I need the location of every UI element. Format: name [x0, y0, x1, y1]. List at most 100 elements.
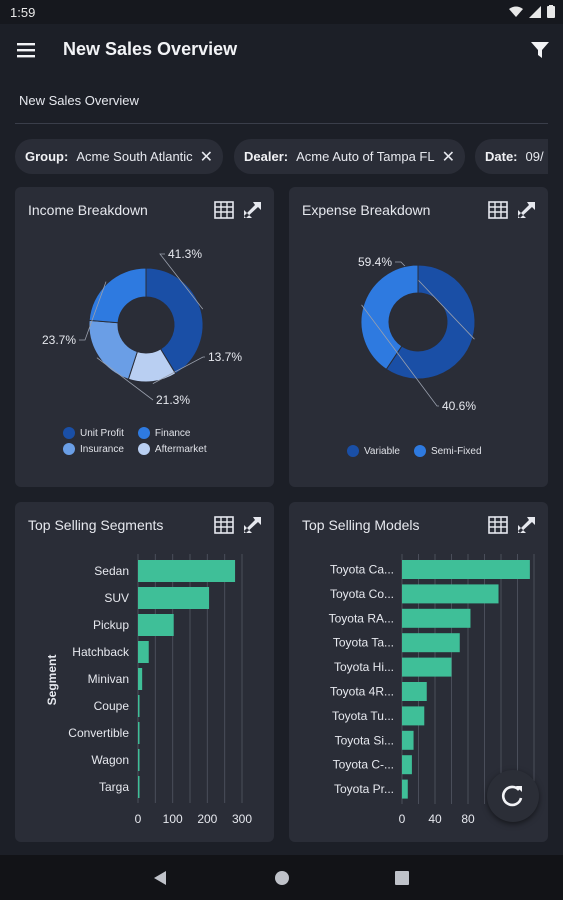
slice-label: 59.4% — [358, 255, 392, 269]
top-selling-segments-card: Top Selling Segments Sedan SUV Pickup Hatch… — [15, 502, 274, 842]
legend-item: Semi-Fixed — [413, 445, 482, 457]
category-label: Toyota Ta... — [333, 636, 394, 650]
chip-value: Acme Auto of Tampa FL — [296, 149, 435, 164]
table-icon[interactable] — [214, 516, 234, 534]
tick-label: 40 — [428, 812, 442, 826]
legend-item: Unit Profit — [63, 427, 124, 439]
leader-line — [79, 281, 107, 341]
expense-legend: Variable Semi-Fixed — [347, 445, 482, 457]
chip-key: Date: — [485, 149, 518, 164]
category-label: SUV — [104, 591, 129, 605]
card-title: Top Selling Models — [302, 517, 420, 533]
models-bar-chart: Toyota Ca... Toyota Co... Toyota RA... Toyo… — [329, 554, 535, 826]
slice-label: 40.6% — [442, 399, 476, 413]
donut-slice — [145, 267, 204, 375]
filter-chip-date[interactable]: Date: 09/ — [475, 139, 548, 174]
income-breakdown-card: Income Breakdown 41.3% 13.7% 21.3% 23.7% Un… — [15, 187, 274, 487]
segments-bar-chart: Sedan SUV Pickup Hatchback Minivan Coupe Conve… — [45, 554, 252, 826]
back-icon[interactable] — [153, 870, 167, 886]
bar — [138, 695, 140, 717]
menu-icon[interactable] — [16, 39, 38, 61]
expand-icon[interactable] — [516, 201, 536, 219]
recents-icon[interactable] — [395, 871, 409, 885]
card-title: Income Breakdown — [28, 202, 148, 218]
category-label: Toyota 4R... — [330, 685, 394, 699]
category-label: Toyota Si... — [335, 733, 394, 747]
refresh-button[interactable] — [487, 770, 539, 822]
bar — [138, 560, 236, 582]
legend-item: Aftermarket — [137, 443, 207, 455]
expand-icon[interactable] — [242, 201, 262, 219]
tick-label: 80 — [461, 812, 475, 826]
leader-line — [159, 253, 204, 310]
tick-label: 0 — [399, 812, 406, 826]
expand-icon[interactable] — [242, 516, 262, 534]
income-donut-chart: 41.3% 13.7% 21.3% 23.7% — [42, 247, 242, 407]
expand-icon[interactable] — [516, 516, 536, 534]
bar — [138, 641, 149, 663]
slice-label: 21.3% — [156, 393, 190, 407]
slice-label: 41.3% — [168, 247, 202, 261]
leader-line — [395, 261, 475, 340]
filter-chip-dealer[interactable]: Dealer: Acme Auto of Tampa FL ✕ — [234, 139, 465, 174]
tick-label: 100 — [163, 812, 183, 826]
table-icon[interactable] — [488, 516, 508, 534]
bar — [402, 657, 452, 677]
filter-icon[interactable] — [530, 40, 550, 60]
bar — [402, 779, 408, 799]
divider — [15, 123, 548, 124]
system-nav-bar — [0, 855, 563, 900]
page-title: New Sales Overview — [63, 39, 238, 59]
bar — [138, 587, 210, 609]
filter-chips: Group: Acme South Atlantic ✕ Dealer: Acm… — [15, 139, 548, 175]
bar — [138, 722, 140, 744]
slice-label: 13.7% — [208, 350, 242, 364]
category-label: Convertible — [68, 726, 129, 740]
chip-key: Dealer: — [244, 149, 289, 164]
bar — [402, 633, 460, 653]
bar — [402, 730, 414, 750]
category-label: Coupe — [94, 699, 130, 713]
category-label: Minivan — [88, 672, 129, 686]
battery-icon — [547, 5, 555, 18]
bar — [138, 668, 143, 690]
wifi-icon — [509, 6, 523, 17]
tick-label: 0 — [135, 812, 142, 826]
table-icon[interactable] — [488, 201, 508, 219]
category-label: Toyota Ca... — [330, 563, 394, 577]
donut-slice — [360, 264, 419, 371]
category-label: Toyota Hi... — [334, 660, 394, 674]
slice-label: 23.7% — [42, 333, 76, 347]
bar — [402, 584, 499, 604]
bar — [138, 749, 140, 771]
bar — [402, 755, 412, 775]
donut-slice — [385, 264, 476, 380]
category-label: Toyota C-... — [333, 758, 394, 772]
expense-breakdown-card: Expense Breakdown 59.4% 40.6% Variable Se… — [289, 187, 548, 487]
home-icon[interactable] — [275, 871, 289, 885]
filter-chip-group[interactable]: Group: Acme South Atlantic ✕ — [15, 139, 224, 174]
leader-line — [361, 304, 439, 407]
bar — [138, 614, 174, 636]
bar — [402, 560, 530, 579]
status-icons — [509, 5, 555, 18]
signal-icon — [529, 5, 541, 18]
category-label: Pickup — [93, 618, 129, 632]
bar — [138, 776, 140, 798]
app-bar: New Sales Overview — [0, 24, 563, 76]
category-label: Wagon — [91, 753, 129, 767]
leader-line — [96, 357, 154, 401]
category-label: Toyota Co... — [330, 587, 394, 601]
tick-label: 200 — [197, 812, 217, 826]
card-title: Expense Breakdown — [302, 202, 431, 218]
bar — [402, 608, 471, 628]
close-icon[interactable]: ✕ — [199, 148, 214, 166]
chip-value: Acme South Atlantic — [76, 149, 193, 164]
donut-slice — [88, 267, 147, 324]
table-icon[interactable] — [214, 201, 234, 219]
category-label: Toyota Pr... — [334, 782, 394, 796]
dashboard-subtitle: New Sales Overview — [19, 93, 139, 108]
close-icon[interactable]: ✕ — [441, 148, 455, 166]
card-title: Top Selling Segments — [28, 517, 164, 533]
chip-key: Group: — [25, 149, 69, 164]
